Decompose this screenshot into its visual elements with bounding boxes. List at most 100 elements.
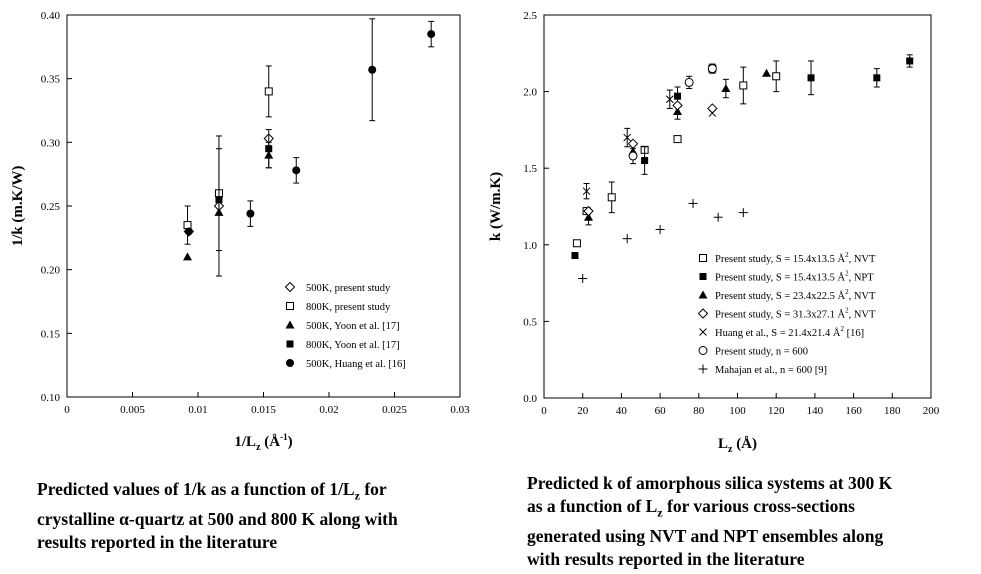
marker-circle-open (707, 64, 717, 74)
x-axis-title: Lz (Å) (718, 436, 757, 455)
x-tick-label: 140 (807, 405, 824, 417)
legend-entry: 500K, Huang et al. [16] (306, 359, 406, 370)
left-chart: 0 0.005 0.01 0.015 0.02 0.025 0.03 0.10 0.15 0.20… (10, 10, 470, 453)
marker-square-filled (215, 196, 223, 204)
legend-entry: 800K, Yoon et al. [17] (306, 340, 400, 351)
marker-square-filled (699, 273, 707, 280)
caption-line: Predicted values of 1/k as a function of… (37, 478, 398, 508)
marker-triangle-filled (698, 290, 708, 299)
marker-diamond-open (284, 281, 296, 293)
marker-triangle-filled (183, 252, 193, 261)
marker-triangle-filled (285, 320, 295, 329)
left-chart-caption: Predicted values of 1/k as a function of… (37, 478, 398, 554)
figure-canvas: 0 0.005 0.01 0.015 0.02 0.025 0.03 0.10 0.15 0.20… (10, 10, 940, 455)
marker-square-open (772, 72, 781, 81)
x-tick-label: 80 (693, 405, 705, 417)
y-tick-label: 0.0 (523, 393, 537, 405)
plot-frame (543, 14, 932, 399)
marker-square-open (673, 135, 682, 144)
y-tick-label: 0.30 (41, 137, 61, 149)
caption-text: for various cross-sections (662, 496, 855, 516)
x-tick-label: 0 (64, 404, 70, 416)
caption-subscript: z (354, 488, 360, 503)
marker-diamond-open (697, 308, 709, 319)
marker-square-filled (873, 74, 881, 82)
x-tick-label: 0.025 (382, 404, 407, 416)
marker-square-filled (906, 57, 914, 65)
x-tick-label: 100 (729, 405, 746, 417)
legend-entry: 500K, present study (306, 283, 391, 294)
right-chart: 0 20 40 60 80 100 120 140 160 180 200 0.0 0.5 1.0 1.5 2… (488, 10, 940, 455)
caption-text: as a function of L (527, 496, 658, 516)
x-tick-label: 0.01 (188, 404, 207, 416)
x-tick-label: 120 (768, 405, 785, 417)
caption-line: with results reported in the literature (527, 548, 805, 569)
caption-line: generated using NVT and NPT ensembles al… (527, 525, 884, 546)
marker-triangle-filled (584, 212, 594, 221)
y-tick-label: 2.0 (523, 87, 537, 99)
series-circle-filled (184, 18, 436, 236)
legend-entry: Huang et al., S = 21.4x21.4 Å2 [16] (715, 325, 864, 339)
legend: Present study, S = 15.4x13.5 Å2, NVT Pres… (697, 251, 876, 376)
y-tick-label: 0.20 (41, 265, 61, 277)
caption-text: for (359, 479, 387, 499)
marker-square-open (699, 254, 707, 262)
series-triangle-filled (183, 141, 274, 277)
x-tick-label: 0.005 (120, 404, 145, 416)
marker-square-open (286, 302, 294, 310)
x-tick-label: 200 (923, 405, 940, 417)
marker-triangle-filled (721, 84, 731, 93)
marker-square-open (572, 239, 581, 248)
marker-cross (582, 187, 591, 196)
legend-entry: 500K, Yoon et al. [17] (306, 321, 400, 332)
x-tick-label: 160 (845, 405, 862, 417)
y-tick-label: 1.0 (523, 240, 537, 252)
x-axis-title: 1/Lz (Å-1) (234, 432, 292, 453)
x-tick-label: 60 (655, 405, 667, 417)
marker-square-filled (286, 340, 294, 348)
legend-entry: Present study, S = 31.3x27.1 Å2, NVT (715, 307, 876, 321)
caption-line: as a function of Lz for various cross-se… (527, 495, 892, 525)
marker-square-filled (807, 74, 815, 82)
marker-circle-filled (184, 227, 193, 236)
y-tick-label: 0.15 (41, 328, 61, 340)
marker-square-filled (571, 252, 579, 260)
marker-square-filled (641, 157, 649, 165)
legend: 500K, present study 800K, present study 50… (284, 281, 406, 370)
marker-cross (623, 133, 632, 142)
series-square-open (572, 60, 781, 248)
marker-circle-filled (286, 359, 294, 367)
marker-circle-filled (246, 209, 255, 218)
marker-circle-open (684, 77, 694, 87)
marker-circle-filled (427, 30, 436, 39)
series-circle-open (628, 63, 717, 165)
marker-circle-open (698, 346, 708, 355)
x-tick-label: 0.03 (450, 404, 470, 416)
y-tick-label: 0.10 (41, 392, 61, 404)
y-tick-label: 0.35 (41, 74, 61, 86)
legend-entry: Present study, n = 600 (715, 347, 808, 358)
series-square-filled (215, 129, 273, 204)
y-tick-label: 1.5 (523, 163, 537, 175)
series-cross-x (582, 89, 717, 200)
legend-entry: Mahajan et al., n = 600 [9] (715, 365, 827, 376)
x-tick-label: 20 (577, 405, 589, 417)
caption-line: crystalline α-quartz at 500 and 800 K al… (37, 508, 398, 529)
marker-square-open (739, 81, 748, 90)
marker-square-filled (265, 145, 273, 153)
marker-square-open (264, 87, 273, 96)
right-chart-caption: Predicted k of amorphous silica systems … (527, 472, 892, 571)
series-square-filled (571, 54, 914, 260)
y-tick-label: 0.5 (523, 316, 537, 328)
y-axis-title: 1/k (m.K/W) (10, 166, 26, 247)
marker-diamond-open (583, 205, 594, 217)
legend-entry: Present study, S = 15.4x13.5 Å2, NPT (715, 270, 874, 284)
y-tick-label: 0.40 (41, 10, 61, 22)
series-plus (578, 198, 748, 284)
legend-entry: 800K, present study (306, 302, 391, 313)
series-diamond-open (183, 133, 274, 237)
marker-diamond-open (672, 100, 683, 111)
marker-cross (699, 328, 707, 336)
legend-entry: Present study, S = 15.4x13.5 Å2, NVT (715, 251, 876, 265)
marker-circle-filled (292, 166, 301, 175)
